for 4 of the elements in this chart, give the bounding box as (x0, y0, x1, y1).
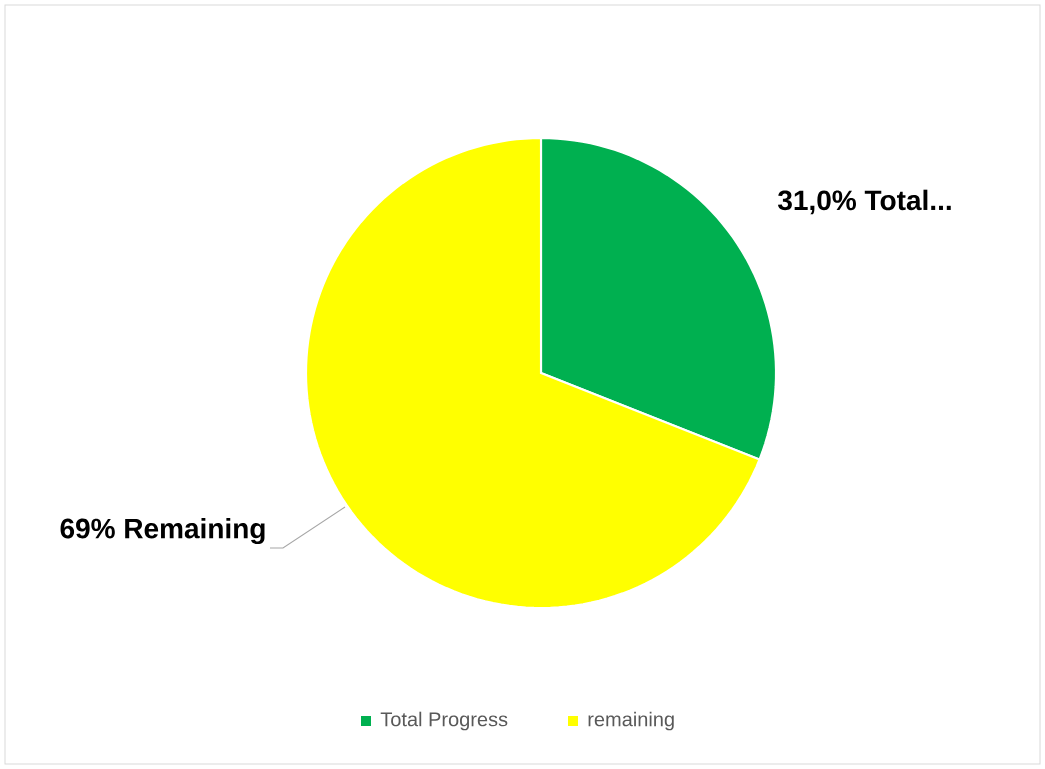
data-label: 31,0% Total... (777, 189, 951, 215)
legend-label: Total Progress (380, 711, 508, 731)
legend-label: remaining (588, 711, 674, 731)
data-label: 69% Remaining (60, 517, 265, 545)
